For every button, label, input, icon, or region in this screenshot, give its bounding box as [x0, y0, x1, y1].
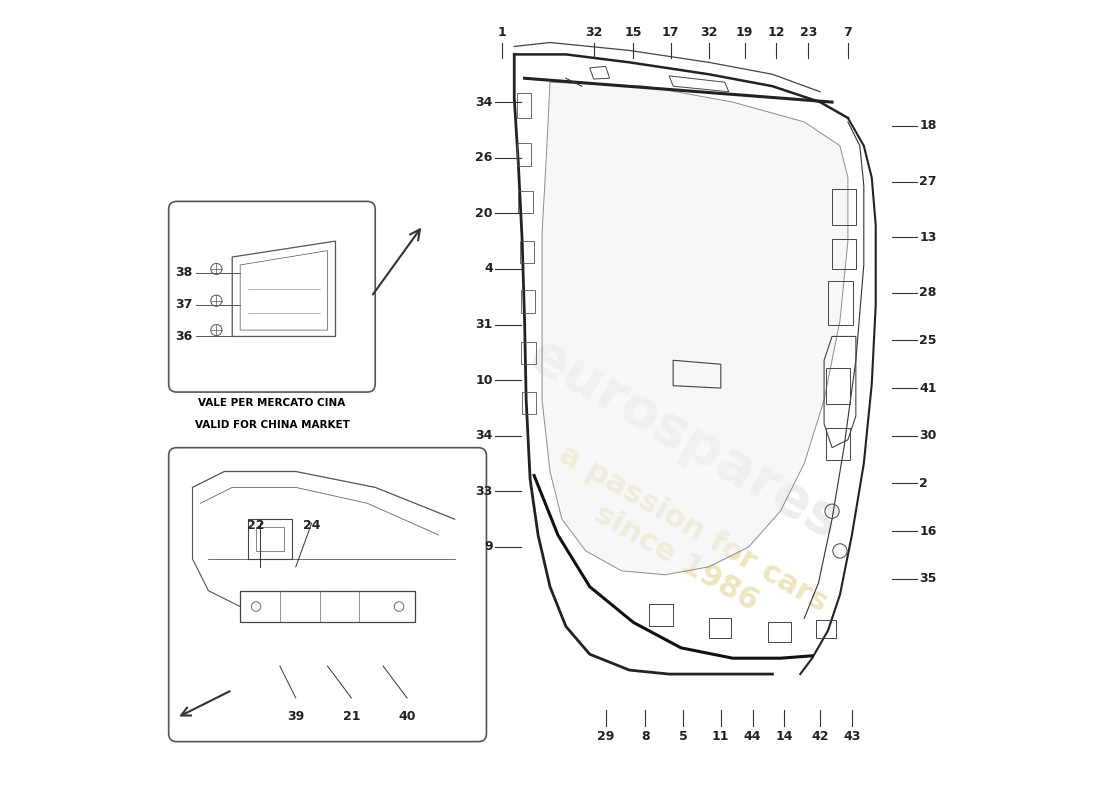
Text: 28: 28	[920, 286, 937, 299]
Text: 26: 26	[475, 151, 493, 164]
Bar	[517, 143, 531, 166]
Text: 9: 9	[484, 541, 493, 554]
Bar	[708, 618, 732, 638]
Text: 23: 23	[800, 26, 817, 38]
Text: 24: 24	[302, 519, 320, 532]
Text: 30: 30	[920, 430, 937, 442]
FancyBboxPatch shape	[168, 202, 375, 392]
Text: 27: 27	[920, 175, 937, 188]
Text: 43: 43	[844, 730, 860, 742]
Text: eurospares: eurospares	[519, 329, 850, 550]
Text: 2: 2	[920, 477, 928, 490]
Text: 34: 34	[475, 95, 493, 109]
Bar	[520, 241, 535, 263]
Text: 16: 16	[920, 525, 937, 538]
Text: 15: 15	[625, 26, 642, 38]
Bar	[256, 527, 284, 551]
Text: a passion for cars
since 1986: a passion for cars since 1986	[537, 440, 833, 646]
Text: 29: 29	[597, 730, 614, 742]
Text: 41: 41	[920, 382, 937, 394]
Text: 35: 35	[920, 572, 937, 586]
FancyBboxPatch shape	[168, 448, 486, 742]
Text: 39: 39	[287, 710, 305, 723]
Text: VALE PER MERCATO CINA: VALE PER MERCATO CINA	[198, 398, 345, 409]
Text: 7: 7	[844, 26, 852, 38]
Text: 38: 38	[175, 266, 192, 279]
Text: 17: 17	[662, 26, 680, 38]
Text: 1: 1	[498, 26, 507, 38]
Text: 31: 31	[475, 318, 493, 331]
Bar	[249, 519, 292, 559]
Text: 18: 18	[920, 119, 937, 133]
Bar	[816, 620, 836, 638]
Bar	[649, 604, 673, 626]
Bar	[769, 622, 791, 642]
Bar	[832, 238, 856, 269]
Bar	[517, 93, 531, 118]
Text: 5: 5	[679, 730, 688, 742]
Text: 40: 40	[398, 710, 416, 723]
Text: 33: 33	[475, 485, 493, 498]
Polygon shape	[542, 82, 848, 574]
Bar	[826, 428, 850, 459]
Text: 21: 21	[342, 710, 360, 723]
Text: 10: 10	[475, 374, 493, 386]
Text: 32: 32	[585, 26, 603, 38]
Text: 11: 11	[712, 730, 729, 742]
Bar	[520, 290, 535, 313]
Text: 14: 14	[776, 730, 793, 742]
Text: 32: 32	[701, 26, 717, 38]
Text: 4: 4	[484, 262, 493, 275]
Bar	[828, 281, 854, 325]
Text: 44: 44	[744, 730, 761, 742]
Bar	[521, 342, 536, 364]
Bar	[826, 368, 850, 404]
Text: 20: 20	[475, 207, 493, 220]
Text: 8: 8	[641, 730, 650, 742]
Text: 22: 22	[248, 519, 265, 532]
Text: 36: 36	[175, 330, 192, 343]
Text: 37: 37	[175, 298, 192, 311]
Bar	[518, 191, 532, 214]
Text: 25: 25	[920, 334, 937, 347]
Text: 42: 42	[812, 730, 829, 742]
Text: 13: 13	[920, 230, 937, 244]
Text: 12: 12	[768, 26, 785, 38]
Text: 34: 34	[475, 430, 493, 442]
Bar	[522, 392, 537, 414]
Text: 19: 19	[736, 26, 754, 38]
Bar	[832, 190, 856, 226]
Text: VALID FOR CHINA MARKET: VALID FOR CHINA MARKET	[195, 420, 350, 430]
